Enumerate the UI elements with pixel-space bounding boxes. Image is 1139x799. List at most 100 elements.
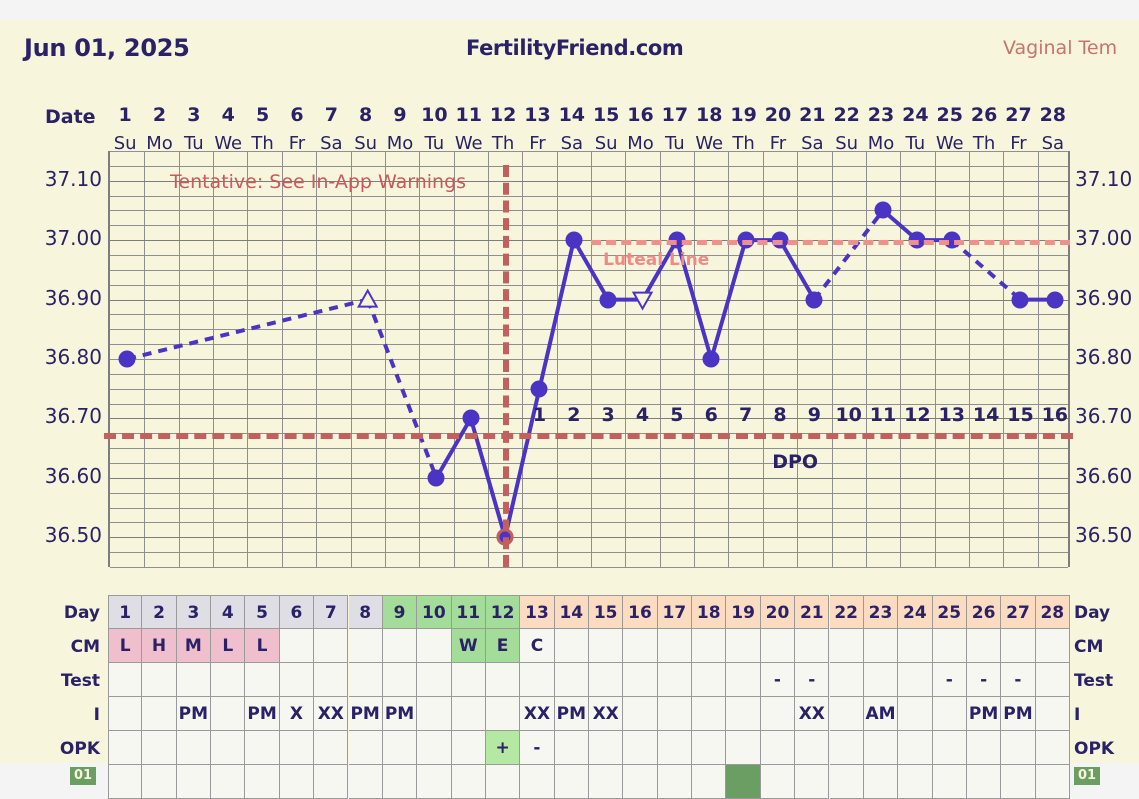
table-cell[interactable]: 22: [829, 595, 864, 629]
table-cell[interactable]: [623, 697, 658, 731]
table-cell[interactable]: [863, 731, 899, 765]
table-cell[interactable]: [382, 765, 418, 799]
table-cell[interactable]: 7: [314, 595, 349, 629]
table-cell[interactable]: [726, 629, 761, 663]
table-cell[interactable]: [589, 731, 624, 765]
table-cell[interactable]: H: [142, 629, 177, 663]
table-cell[interactable]: [108, 697, 143, 731]
table-cell[interactable]: [211, 663, 246, 697]
table-cell[interactable]: [1035, 697, 1070, 731]
table-cell[interactable]: 6: [279, 595, 315, 629]
table-cell[interactable]: -: [520, 731, 555, 765]
table-cell[interactable]: -: [1001, 663, 1036, 697]
table-cell[interactable]: 2: [142, 595, 177, 629]
table-cell[interactable]: [898, 765, 933, 799]
table-cell[interactable]: [176, 765, 212, 799]
table-cell[interactable]: +: [485, 731, 521, 765]
table-cell[interactable]: [348, 731, 383, 765]
table-cell[interactable]: 25: [932, 595, 967, 629]
table-cell[interactable]: [211, 731, 246, 765]
table-cell[interactable]: 16: [623, 595, 658, 629]
table-cell[interactable]: [142, 731, 177, 765]
table-cell[interactable]: [657, 731, 693, 765]
table-cell[interactable]: [898, 731, 933, 765]
table-cell[interactable]: [657, 663, 693, 697]
table-cell[interactable]: [726, 697, 761, 731]
temperature-point[interactable]: [462, 409, 480, 427]
table-cell[interactable]: [623, 731, 658, 765]
table-cell[interactable]: [829, 765, 864, 799]
table-cell[interactable]: 8: [348, 595, 383, 629]
table-cell[interactable]: [932, 731, 967, 765]
table-cell[interactable]: [829, 731, 864, 765]
table-cell[interactable]: -: [966, 663, 1002, 697]
table-cell[interactable]: [382, 663, 418, 697]
table-cell[interactable]: [692, 765, 727, 799]
table-cell[interactable]: AM: [863, 697, 899, 731]
table-cell[interactable]: [623, 765, 658, 799]
table-cell[interactable]: [760, 697, 796, 731]
table-cell[interactable]: 9: [382, 595, 418, 629]
table-cell[interactable]: C: [520, 629, 555, 663]
table-cell[interactable]: [932, 629, 967, 663]
table-cell[interactable]: 24: [898, 595, 933, 629]
table-cell[interactable]: 28: [1035, 595, 1070, 629]
table-cell[interactable]: 17: [657, 595, 693, 629]
table-cell[interactable]: [451, 731, 486, 765]
table-cell[interactable]: 1: [108, 595, 143, 629]
temperature-point[interactable]: [702, 350, 720, 368]
table-cell[interactable]: [417, 629, 452, 663]
table-cell[interactable]: PM: [382, 697, 418, 731]
table-cell[interactable]: 18: [692, 595, 727, 629]
table-cell[interactable]: [932, 765, 967, 799]
table-cell[interactable]: E: [485, 629, 521, 663]
table-cell[interactable]: [314, 765, 349, 799]
temperature-point[interactable]: [805, 291, 823, 309]
table-cell[interactable]: 13: [520, 595, 555, 629]
table-cell[interactable]: [1035, 765, 1070, 799]
table-cell[interactable]: XX: [520, 697, 555, 731]
table-cell[interactable]: 4: [211, 595, 246, 629]
table-cell[interactable]: [314, 663, 349, 697]
table-cell[interactable]: [1001, 731, 1036, 765]
table-cell[interactable]: 23: [863, 595, 899, 629]
table-cell[interactable]: [108, 765, 143, 799]
temperature-point[interactable]: [599, 291, 617, 309]
table-cell[interactable]: [451, 663, 486, 697]
table-cell[interactable]: [176, 663, 212, 697]
table-cell[interactable]: 12: [485, 595, 521, 629]
table-cell[interactable]: [1001, 629, 1036, 663]
table-cell[interactable]: [348, 765, 383, 799]
table-cell[interactable]: [279, 663, 315, 697]
table-cell[interactable]: [348, 629, 383, 663]
table-cell[interactable]: [589, 629, 624, 663]
table-cell[interactable]: 27: [1001, 595, 1036, 629]
table-cell[interactable]: [554, 629, 589, 663]
table-cell[interactable]: [863, 765, 899, 799]
table-cell[interactable]: [932, 697, 967, 731]
table-cell[interactable]: [966, 629, 1002, 663]
table-cell[interactable]: [829, 629, 864, 663]
table-cell[interactable]: [966, 731, 1002, 765]
table-cell[interactable]: [1035, 731, 1070, 765]
table-cell[interactable]: [898, 663, 933, 697]
table-cell[interactable]: [795, 765, 830, 799]
table-cell[interactable]: 21: [795, 595, 830, 629]
table-cell[interactable]: [657, 765, 693, 799]
table-cell[interactable]: [142, 697, 177, 731]
table-cell[interactable]: [1035, 663, 1070, 697]
table-cell[interactable]: [657, 697, 693, 731]
table-cell[interactable]: [692, 697, 727, 731]
table-cell[interactable]: [382, 731, 418, 765]
table-cell[interactable]: [829, 663, 864, 697]
table-cell[interactable]: M: [176, 629, 212, 663]
table-cell[interactable]: X: [279, 697, 315, 731]
table-cell[interactable]: PM: [176, 697, 212, 731]
temperature-point[interactable]: [565, 231, 583, 249]
table-cell[interactable]: 5: [245, 595, 280, 629]
temperature-point[interactable]: [1046, 291, 1064, 309]
table-cell[interactable]: XX: [589, 697, 624, 731]
table-cell[interactable]: 10: [417, 595, 452, 629]
temperature-point[interactable]: [530, 380, 548, 398]
table-cell[interactable]: [966, 765, 1002, 799]
